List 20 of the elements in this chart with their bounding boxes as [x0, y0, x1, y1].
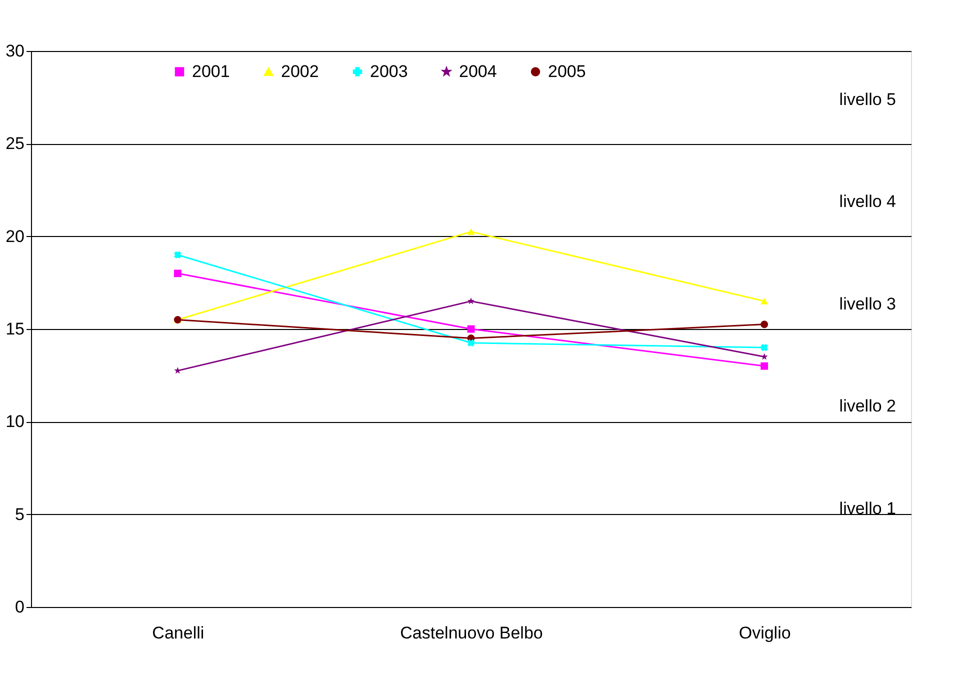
legend-label: 2002	[281, 62, 319, 81]
legend-label: 2005	[548, 62, 586, 81]
y-tick-label: 25	[6, 134, 24, 154]
y-tick-label: 0	[15, 598, 24, 616]
x-tick-label: Oviglio	[738, 624, 791, 642]
annotation: livello 5	[839, 90, 896, 109]
annotation: livello 1	[839, 498, 896, 518]
y-tick-label: 20	[6, 226, 24, 246]
legend-label: 2004	[459, 62, 497, 81]
y-tick-label: 30	[6, 42, 24, 60]
y-tick-label: 15	[6, 320, 24, 338]
annotation: livello 4	[839, 192, 896, 212]
annotation: livello 3	[839, 294, 896, 314]
y-tick-label: 5	[15, 504, 24, 524]
legend-label: 2001	[192, 62, 230, 81]
annotation: livello 2	[839, 396, 896, 416]
y-tick-label: 10	[6, 412, 24, 432]
legend-label: 2003	[370, 62, 408, 81]
x-tick-label: Canelli	[152, 624, 204, 642]
x-tick-label: Castelnuovo Belbo	[400, 624, 543, 642]
